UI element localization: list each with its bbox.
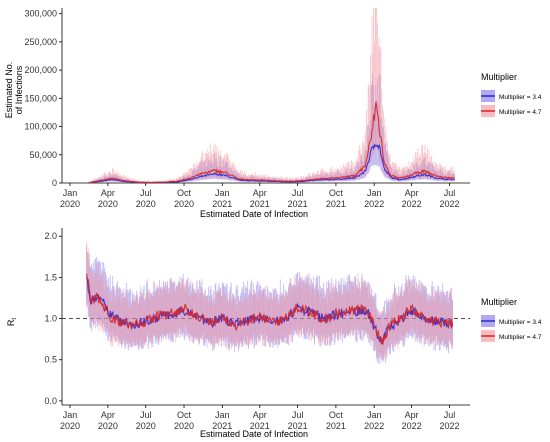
x-tick-label-month: Jan <box>215 188 230 198</box>
x-tick-label-year: 2021 <box>326 199 346 209</box>
rt-y-label-main: R <box>6 319 16 326</box>
infections-y-label-line1: Estimated No. <box>4 62 14 119</box>
y-tick-label: 1.0 <box>44 314 57 324</box>
ribbon-multiplier-4-7 <box>88 8 455 183</box>
y-tick-label: 300,000 <box>24 9 57 19</box>
rt-x-label: Estimated Date of Infection <box>200 429 308 439</box>
x-tick-label-month: Oct <box>177 410 192 420</box>
x-tick-label-year: 2021 <box>250 199 270 209</box>
y-tick-label: 150,000 <box>24 93 57 103</box>
y-tick-label: 0.5 <box>44 355 57 365</box>
x-tick-label-year: 2020 <box>98 421 118 431</box>
x-tick-label-year: 2022 <box>402 421 422 431</box>
series-line-1 <box>86 277 453 345</box>
y-tick-label: 1.5 <box>44 272 57 282</box>
x-tick-label-year: 2022 <box>364 421 384 431</box>
x-tick-label-year: 2021 <box>326 421 346 431</box>
x-tick-label-year: 2020 <box>136 421 156 431</box>
x-tick-label-month: Jul <box>292 188 304 198</box>
x-tick-label-month: Apr <box>405 410 419 420</box>
series-line-2 <box>86 273 453 345</box>
legend-label: Multiplier = 4.7 <box>499 109 542 116</box>
x-tick-label-year: 2020 <box>174 421 194 431</box>
x-tick-label-year: 2020 <box>60 421 80 431</box>
x-tick-label-month: Jul <box>444 188 456 198</box>
infections-x-label: Estimated Date of Infection <box>200 209 308 219</box>
rt-panel: Rt Estimated Date of Infection Multiplie… <box>6 228 542 439</box>
x-tick-label-month: Jul <box>140 188 152 198</box>
x-tick-label-year: 2022 <box>364 199 384 209</box>
legend-label: Multiplier = 3.4 <box>499 94 542 101</box>
y-tick-label: 100,000 <box>24 122 57 132</box>
x-tick-label-year: 2020 <box>98 199 118 209</box>
x-tick-label-year: 2020 <box>60 199 80 209</box>
legend-label: Multiplier = 4.7 <box>499 334 542 341</box>
rt-y-label-sub: t <box>12 318 18 320</box>
y-tick-label: 0.0 <box>44 396 57 406</box>
y-tick-label: 50,000 <box>29 150 57 160</box>
rt-y-label: Rt <box>6 318 18 327</box>
x-tick-label-month: Oct <box>329 188 344 198</box>
y-tick-label: 2.0 <box>44 231 57 241</box>
y-tick-label: 250,000 <box>24 37 57 47</box>
legend-label: Multiplier = 3.4 <box>499 319 542 326</box>
x-tick-label-year: 2022 <box>440 421 460 431</box>
y-tick-label: 200,000 <box>24 65 57 75</box>
infections-y-label-line2: of Infections <box>14 65 24 114</box>
x-tick-label-month: Jan <box>63 410 78 420</box>
x-tick-label-year: 2021 <box>212 199 232 209</box>
infections-panel: Estimated No. of Infections Estimated Da… <box>4 8 542 219</box>
x-tick-label-year: 2022 <box>440 199 460 209</box>
rt-legend-title: Multiplier <box>481 297 517 307</box>
x-tick-label-month: Jul <box>140 410 152 420</box>
infections-legend-title: Multiplier <box>481 72 517 82</box>
x-tick-label-year: 2022 <box>402 199 422 209</box>
x-tick-label-month: Jan <box>63 188 78 198</box>
x-tick-label-month: Jan <box>367 188 382 198</box>
x-tick-label-month: Apr <box>405 188 419 198</box>
x-tick-label-month: Jul <box>292 410 304 420</box>
x-tick-label-year: 2021 <box>288 199 308 209</box>
x-tick-label-year: 2020 <box>174 199 194 209</box>
x-tick-label-year: 2021 <box>288 421 308 431</box>
x-tick-label-month: Oct <box>329 410 344 420</box>
x-tick-label-month: Jan <box>367 410 382 420</box>
x-tick-label-month: Apr <box>101 188 115 198</box>
x-tick-label-month: Apr <box>253 410 267 420</box>
series-line-2 <box>88 101 455 184</box>
x-tick-label-year: 2021 <box>212 421 232 431</box>
y-tick-label: 0 <box>52 178 57 188</box>
x-tick-label-month: Apr <box>101 410 115 420</box>
x-tick-label-month: Apr <box>253 188 267 198</box>
x-tick-label-month: Jan <box>215 410 230 420</box>
x-tick-label-year: 2020 <box>136 199 156 209</box>
x-tick-label-month: Jul <box>444 410 456 420</box>
x-tick-label-year: 2021 <box>250 421 270 431</box>
x-tick-label-month: Oct <box>177 188 192 198</box>
